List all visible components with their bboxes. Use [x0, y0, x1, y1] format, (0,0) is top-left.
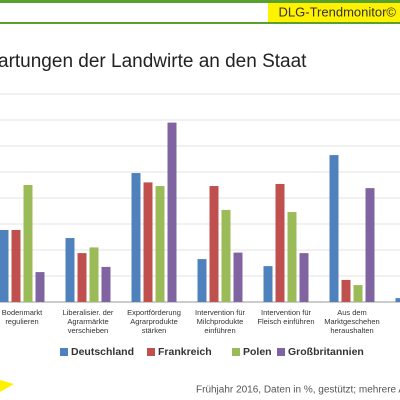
bar [35, 272, 45, 302]
bar [233, 252, 243, 302]
bar [221, 209, 231, 302]
bar [395, 298, 400, 302]
legend-swatch [277, 348, 285, 356]
bar [155, 186, 165, 302]
footnote: Frühjahr 2016, Daten in %, gestützt; meh… [196, 385, 400, 396]
legend-label: Polen [243, 346, 272, 358]
bar [365, 188, 375, 302]
x-tick-label: Aus dem Marktgeschehen heraushalten [324, 308, 380, 335]
header-bar [0, 0, 400, 3]
brand-box [268, 3, 400, 22]
brand: DLG-Trendmonitor© [279, 4, 397, 19]
legend-swatch [147, 348, 155, 356]
legend-label: Deutschland [71, 346, 135, 358]
legend-swatch [232, 348, 240, 356]
bar [89, 247, 99, 302]
bar [329, 155, 339, 302]
corner-deco [0, 380, 14, 392]
bar [0, 229, 9, 302]
x-tick-label: Bodenmarkt regulieren [1, 308, 43, 326]
header-line [0, 22, 400, 24]
legend-label: Großbritannien [288, 346, 364, 358]
bar [197, 259, 207, 302]
bar [77, 253, 87, 302]
bar [143, 182, 153, 302]
bar [353, 285, 363, 302]
bar [299, 253, 309, 302]
bar [23, 185, 33, 302]
legend-label: Frankreich [158, 346, 212, 358]
bar [167, 122, 177, 302]
bar [131, 173, 141, 302]
legend-swatch [60, 348, 68, 356]
chart-title: artungen der Landwirte an den Staat [0, 51, 307, 72]
bar [65, 238, 75, 302]
bar [11, 229, 21, 302]
bar [287, 212, 297, 302]
x-tick-label: Exportförderung Agrarprodukte stärken [127, 308, 181, 335]
x-tick-label: Intervention für Milchprodukte einführen [194, 308, 246, 335]
bar [341, 279, 351, 302]
bar [263, 266, 273, 302]
bar [209, 186, 219, 302]
x-tick-label: Liberalisier. der Agrarmärkte verschiebe… [62, 308, 114, 335]
x-tick-label: Intervention für Fleisch einführen [257, 308, 315, 326]
bar [275, 183, 285, 302]
bar [101, 266, 111, 302]
